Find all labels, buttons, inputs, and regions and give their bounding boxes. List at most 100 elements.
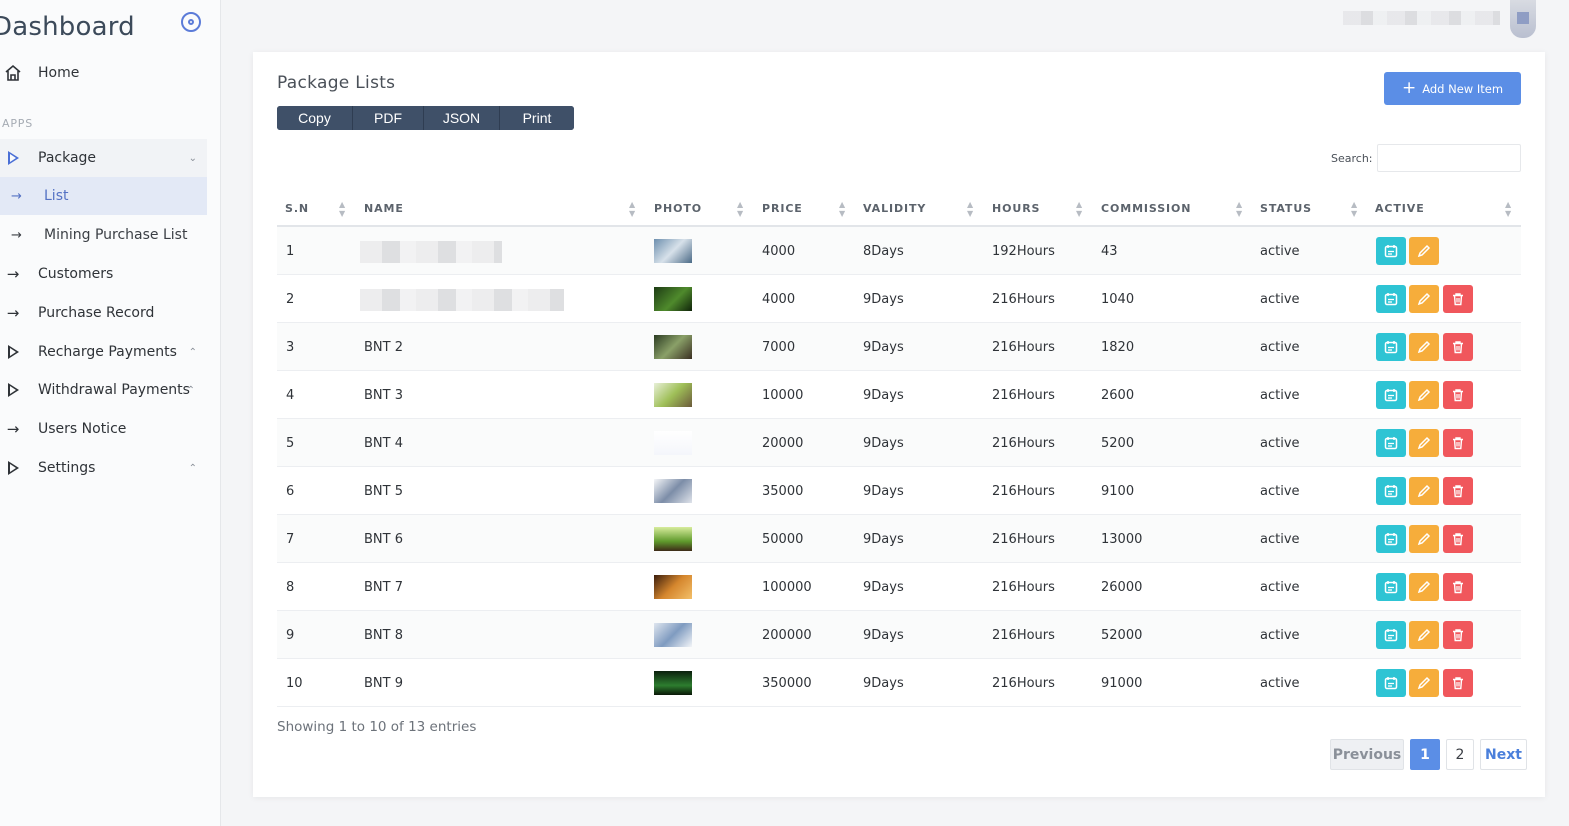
sort-icon[interactable]: ▲ ▼ — [629, 200, 636, 218]
sort-icon[interactable]: ▲ ▼ — [1351, 200, 1358, 218]
view-button[interactable] — [1376, 333, 1406, 361]
edit-button[interactable] — [1409, 573, 1439, 601]
cell-status: active — [1260, 388, 1300, 403]
sort-icon[interactable]: ▲ ▼ — [1505, 200, 1512, 218]
header-commission[interactable]: COMMISSION — [1101, 202, 1192, 215]
previous-page-button[interactable]: Previous — [1330, 739, 1404, 770]
edit-button[interactable] — [1409, 333, 1439, 361]
pencil-icon — [1417, 388, 1431, 402]
cell-sn: 1 — [286, 244, 295, 259]
header-validity[interactable]: VALIDITY — [863, 202, 927, 215]
next-page-button[interactable]: Next — [1480, 739, 1527, 770]
cell-status: active — [1260, 532, 1300, 547]
sidebar-item-settings[interactable]: Settings ⌃ — [0, 449, 207, 487]
print-button[interactable]: Print — [500, 106, 574, 130]
edit-button[interactable] — [1409, 237, 1439, 265]
calendar-icon — [1384, 437, 1398, 450]
delete-button[interactable] — [1443, 525, 1473, 553]
package-photo — [654, 287, 692, 311]
sidebar-item-mining-purchase-list[interactable]: → Mining Purchase List — [0, 216, 207, 254]
view-button[interactable] — [1376, 237, 1406, 265]
sort-icon[interactable]: ▲ ▼ — [737, 200, 744, 218]
copy-button[interactable]: Copy — [277, 106, 353, 130]
view-button[interactable] — [1376, 381, 1406, 409]
cell-name: BNT 3 — [364, 388, 403, 403]
sort-icon[interactable]: ▲ ▼ — [1236, 200, 1243, 218]
page-1-button[interactable]: 1 — [1410, 739, 1440, 770]
view-button[interactable] — [1376, 573, 1406, 601]
delete-button[interactable] — [1443, 477, 1473, 505]
delete-button[interactable] — [1443, 381, 1473, 409]
table-row: 3 BNT 2 7000 9Days 216Hours 1820 active — [277, 323, 1521, 371]
header-sn[interactable]: S.N — [285, 202, 310, 215]
header-hours[interactable]: HOURS — [992, 202, 1041, 215]
calendar-icon — [1384, 245, 1398, 258]
edit-button[interactable] — [1409, 429, 1439, 457]
sidebar-item-recharge-payments[interactable]: Recharge Payments ⌃ — [0, 333, 207, 371]
calendar-icon — [1384, 485, 1398, 498]
search-input[interactable] — [1377, 144, 1521, 172]
delete-button[interactable] — [1443, 669, 1473, 697]
package-table: S.N ▲ ▼ NAME ▲ ▼ PHOTO ▲ ▼ PRICE ▲ ▼ VALIDIT… — [277, 190, 1521, 707]
view-button[interactable] — [1376, 285, 1406, 313]
sidebar-item-label: Package — [38, 150, 97, 166]
cell-hours: 216Hours — [992, 628, 1055, 643]
cell-sn: 5 — [286, 436, 295, 451]
view-button[interactable] — [1376, 477, 1406, 505]
header-price[interactable]: PRICE — [762, 202, 803, 215]
sidebar-item-customers[interactable]: → Customers — [0, 255, 207, 293]
package-list-card: Package Lists Copy PDF JSON Print + Add … — [253, 52, 1545, 797]
sidebar-item-withdrawal-payments[interactable]: Withdrawal Payments ⌃ — [0, 371, 207, 409]
header-photo[interactable]: PHOTO — [654, 202, 702, 215]
sidebar-item-package[interactable]: Package ⌄ — [0, 139, 207, 177]
edit-button[interactable] — [1409, 669, 1439, 697]
delete-button[interactable] — [1443, 429, 1473, 457]
header-name[interactable]: NAME — [364, 202, 404, 215]
sidebar-item-label: List — [44, 188, 69, 204]
cell-commission: 1820 — [1101, 340, 1135, 355]
view-button[interactable] — [1376, 429, 1406, 457]
json-button[interactable]: JSON — [424, 106, 500, 130]
sidebar-item-users-notice[interactable]: → Users Notice — [0, 410, 207, 448]
view-button[interactable] — [1376, 525, 1406, 553]
cell-commission: 26000 — [1101, 580, 1143, 595]
delete-button[interactable] — [1443, 621, 1473, 649]
cell-validity: 8Days — [863, 244, 904, 259]
sort-icon[interactable]: ▲ ▼ — [1076, 200, 1083, 218]
table-row: 5 BNT 4 20000 9Days 216Hours 5200 active — [277, 419, 1521, 467]
avatar[interactable] — [1510, 0, 1536, 38]
sort-icon[interactable]: ▲ ▼ — [839, 200, 846, 218]
header-active[interactable]: ACTIVE — [1375, 202, 1425, 215]
sort-icon[interactable]: ▲ ▼ — [339, 200, 346, 218]
edit-button[interactable] — [1409, 381, 1439, 409]
cell-hours: 216Hours — [992, 292, 1055, 307]
view-button[interactable] — [1376, 669, 1406, 697]
page-2-button[interactable]: 2 — [1446, 739, 1474, 770]
header-status[interactable]: STATUS — [1260, 202, 1312, 215]
sidebar-item-purchase-record[interactable]: → Purchase Record — [0, 294, 207, 332]
sidebar-item-list[interactable]: → List — [0, 177, 207, 215]
edit-button[interactable] — [1409, 621, 1439, 649]
sort-icon[interactable]: ▲ ▼ — [967, 200, 974, 218]
delete-button[interactable] — [1443, 285, 1473, 313]
calendar-icon — [1384, 629, 1398, 642]
sidebar-item-label: Customers — [38, 266, 114, 282]
user-name-blurred — [1343, 11, 1500, 25]
cell-sn: 2 — [286, 292, 295, 307]
add-new-item-button[interactable]: + Add New Item — [1384, 72, 1521, 105]
sidebar-toggle-icon[interactable] — [181, 12, 201, 32]
trash-icon — [1453, 677, 1463, 690]
edit-button[interactable] — [1409, 285, 1439, 313]
sidebar-item-home[interactable]: Home — [0, 54, 207, 92]
cell-price: 20000 — [762, 436, 804, 451]
edit-button[interactable] — [1409, 477, 1439, 505]
edit-button[interactable] — [1409, 525, 1439, 553]
arrow-right-icon: → — [11, 188, 22, 204]
calendar-icon — [1384, 581, 1398, 594]
arrow-right-icon: → — [6, 265, 20, 283]
pdf-button[interactable]: PDF — [353, 106, 424, 130]
delete-button[interactable] — [1443, 333, 1473, 361]
delete-button[interactable] — [1443, 573, 1473, 601]
pencil-icon — [1417, 484, 1431, 498]
view-button[interactable] — [1376, 621, 1406, 649]
